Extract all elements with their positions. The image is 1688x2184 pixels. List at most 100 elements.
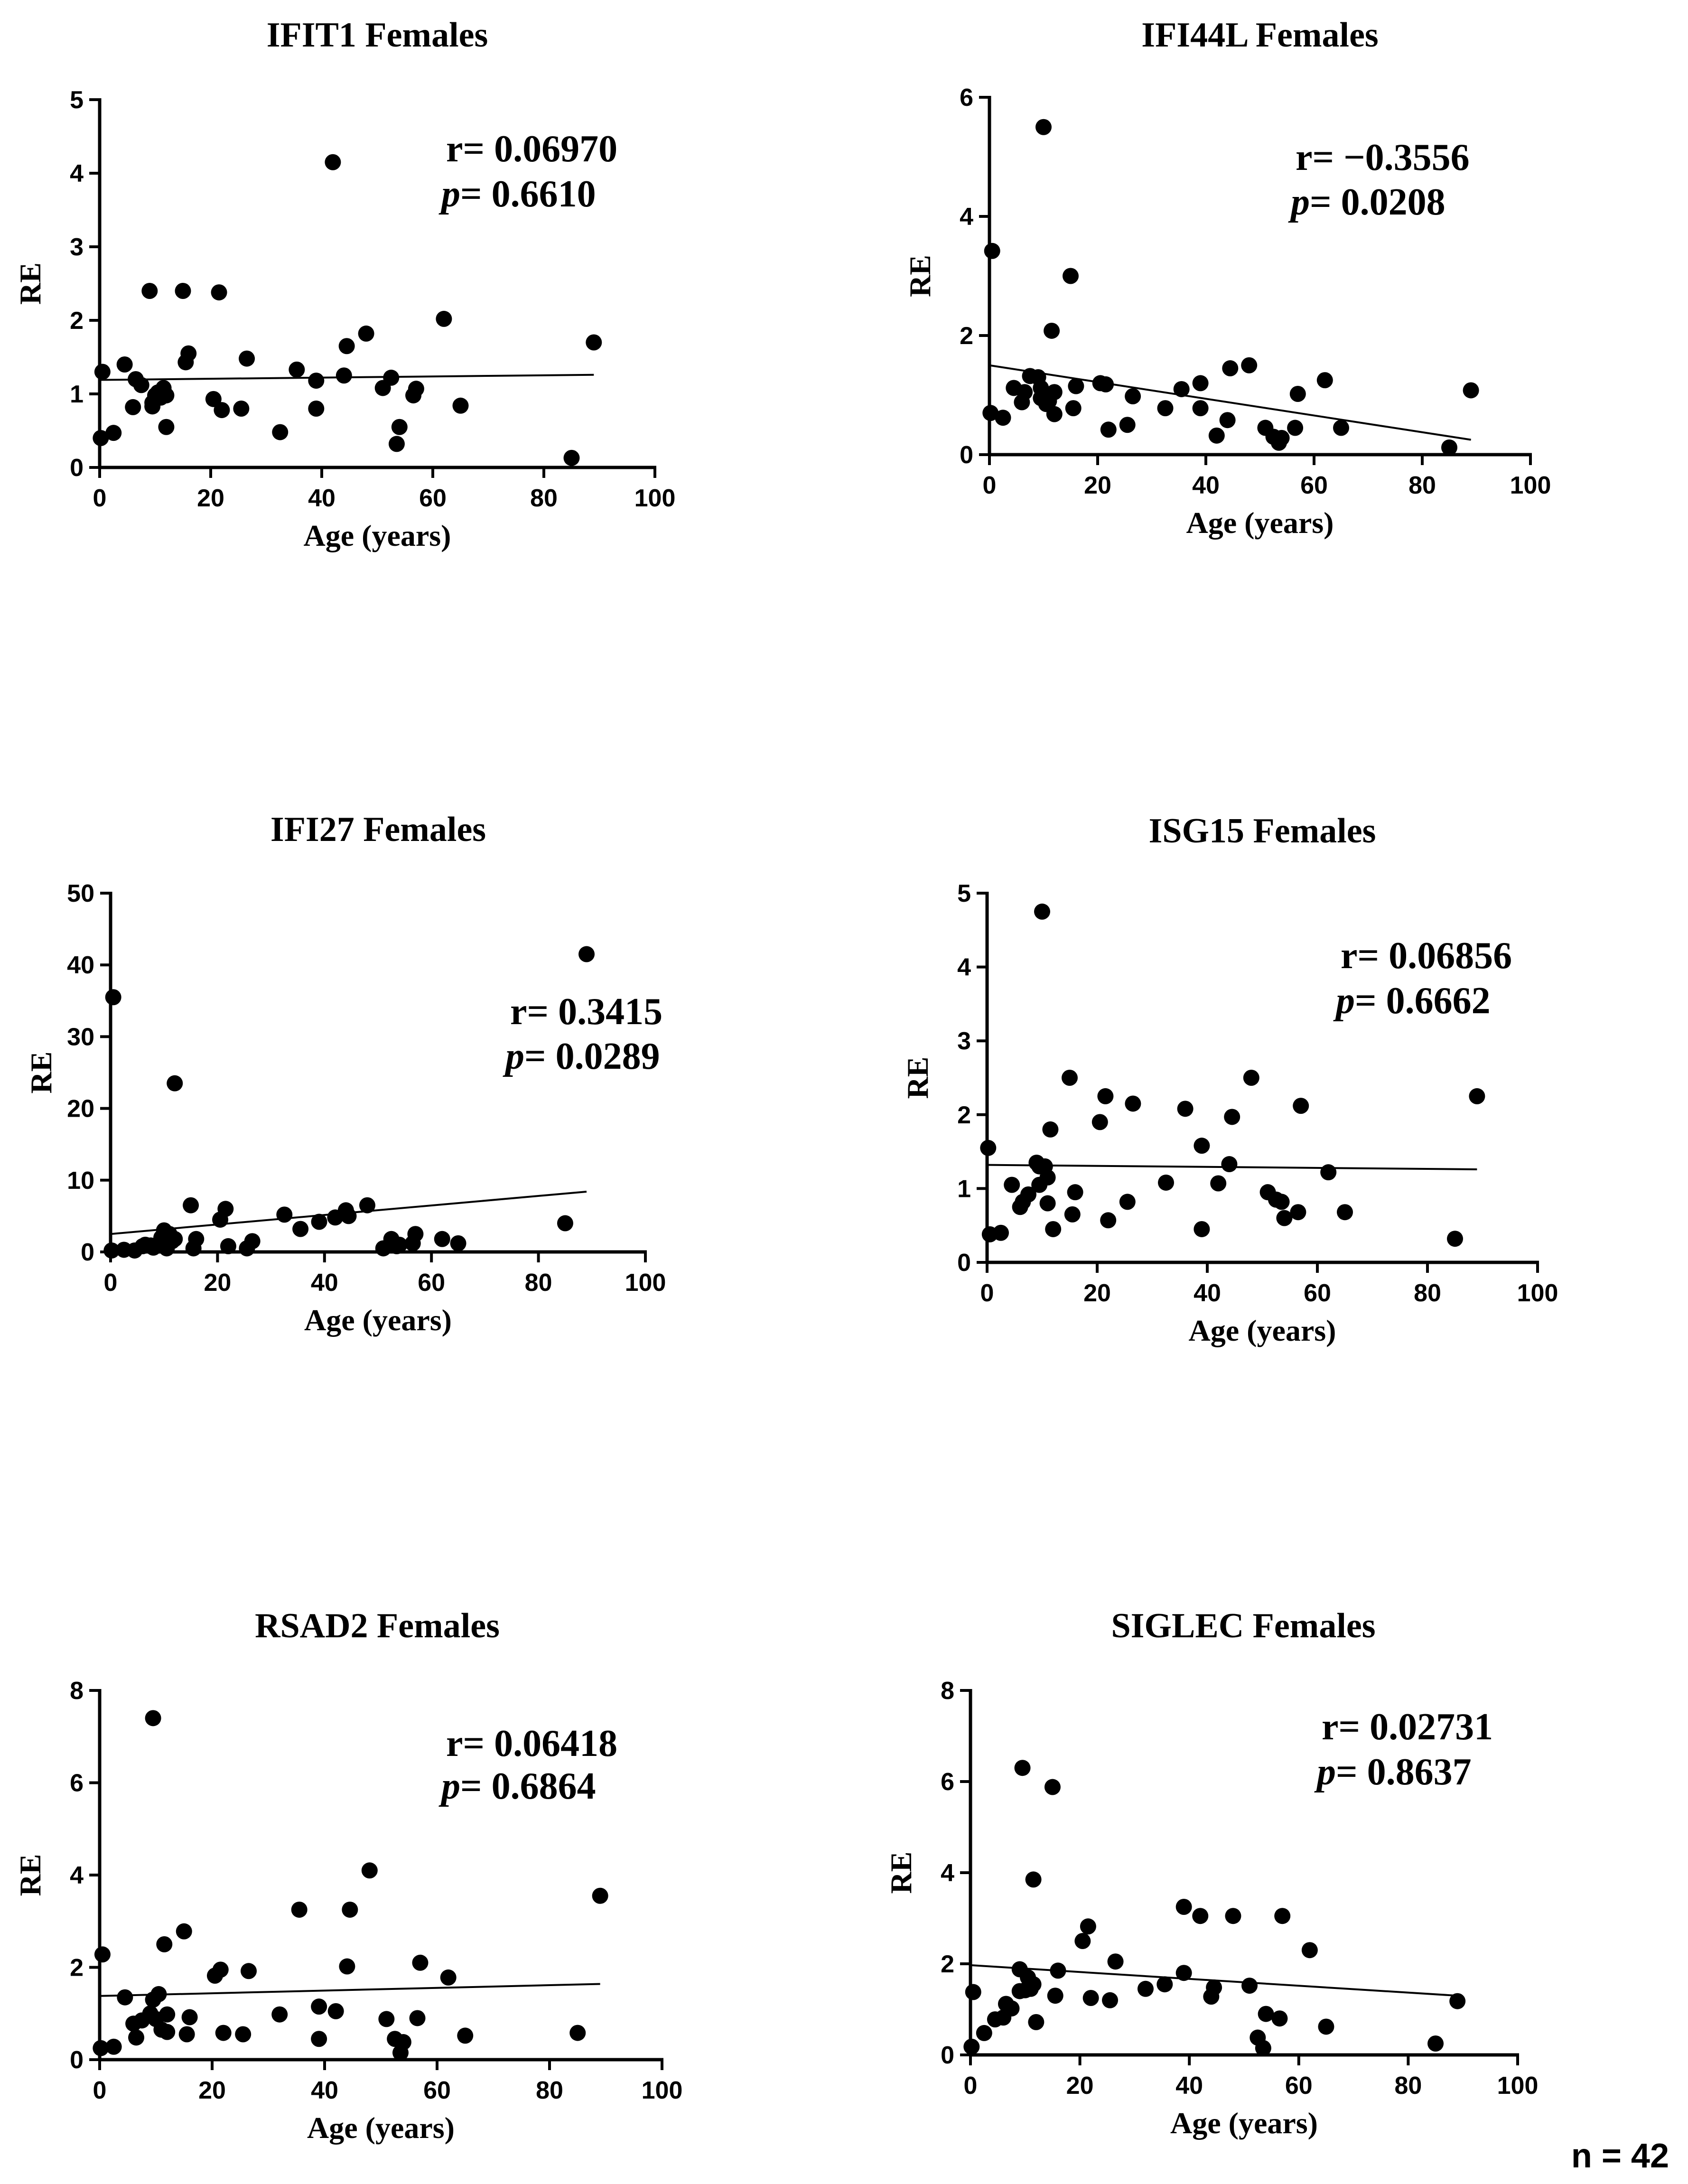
data-point [156,1936,173,1952]
data-point [980,1139,997,1156]
x-axis-title: Age (years) [1186,506,1334,540]
x-tick-label: 100 [625,1269,666,1297]
data-point [217,1201,234,1217]
data-point [1044,322,1060,339]
x-tick-label: 0 [983,472,997,499]
data-point [1025,1976,1042,1993]
x-tick-label: 40 [1192,472,1220,499]
data-point [1192,400,1209,417]
r-value: r= 0.06970 [446,128,617,170]
data-point [339,1958,355,1975]
data-point [308,373,325,389]
y-tick-label: 4 [70,1862,84,1889]
data-point [178,2026,195,2043]
y-tick-label: 2 [70,307,84,335]
data-point [167,1075,183,1092]
data-point [1035,119,1052,135]
data-point [359,1197,375,1213]
data-point [1273,1194,1290,1210]
y-tick-label: 4 [70,160,84,187]
data-point [383,369,400,386]
panel-6: SIGLEC Females 0 20 40 60 80 100 0 2 4 6 8 Age (year… [884,1606,1538,2140]
y-tick-label: 3 [957,1027,971,1055]
data-point [180,345,197,362]
x-tick-label: 40 [311,1269,338,1297]
p-value: p= 0.6610 [438,173,596,215]
data-point [1194,1221,1210,1237]
panel-title: IFI27 Females [270,810,486,849]
data-point [450,1235,466,1251]
data-point [1034,903,1050,920]
data-point [311,1998,327,2015]
x-tick-label: 80 [1414,1279,1441,1307]
x-tick-label: 0 [93,485,107,512]
data-point [1107,1953,1124,1970]
data-point [271,2006,288,2023]
data-point [1222,360,1239,377]
data-point [409,2010,426,2026]
data-point [1287,420,1304,436]
data-point [338,338,355,355]
data-point [1274,1908,1291,1924]
data-point [93,430,109,446]
data-point [388,436,405,452]
x-tick-label: 100 [642,2077,683,2104]
data-point [1119,417,1136,433]
panel-title: IFI44L Females [1141,16,1378,55]
p-number: = 0.0208 [1310,181,1446,223]
data-point [1125,388,1141,405]
data-point [125,399,141,415]
data-point [1210,1175,1227,1192]
data-point [1289,385,1306,402]
x-tick-label: 40 [1175,2072,1203,2100]
data-point [1208,427,1225,444]
data-point [215,2025,232,2041]
x-tick-label: 60 [1304,1279,1331,1307]
data-point [1194,1138,1210,1154]
data-point [244,1233,261,1250]
data-point [1255,2040,1271,2056]
x-tick-label: 80 [525,1269,552,1297]
data-point [1469,1088,1485,1104]
data-point [1017,384,1033,401]
data-point [1063,268,1079,284]
data-point [563,449,580,466]
p-number: = 0.6864 [460,1765,596,1807]
data-point [241,1963,257,1979]
data-point [1003,2000,1020,2017]
data-point [235,2026,252,2043]
data-point [1011,1983,1028,1999]
p-symbol: p [438,1765,460,1807]
y-tick-label: 5 [957,880,971,907]
data-point [1337,1204,1353,1221]
panel-title: IFIT1 Females [267,16,488,55]
x-tick-label: 20 [1084,472,1111,499]
data-point [1441,439,1457,456]
data-point [1192,1908,1209,1924]
data-point [1221,1156,1238,1173]
y-tick-label: 5 [70,86,84,114]
data-point [436,310,452,327]
data-point [308,401,325,417]
p-value: p= 0.0289 [503,1036,660,1077]
data-point [457,2027,474,2044]
data-point [158,419,175,435]
y-tick-label: 2 [941,1951,954,1978]
data-point [311,1213,327,1230]
y-tick-label: 8 [941,1677,954,1705]
y-tick-label: 0 [960,441,973,469]
data-point [1025,1871,1042,1888]
y-tick-label: 0 [81,1239,94,1266]
data-point [133,377,149,393]
y-tick-label: 1 [70,381,84,408]
data-point [94,364,111,380]
panel-4: ISG15 Females 0 20 40 60 80 100 0 1 2 3 4 5 Age (year… [901,812,1558,1347]
x-axis-title: Age (years) [1189,1314,1336,1347]
data-point [395,2034,411,2051]
y-tick-label: 10 [67,1167,94,1195]
data-point [578,946,595,962]
data-point [1137,1980,1154,1997]
data-point [407,1226,424,1242]
data-point [963,2038,980,2055]
